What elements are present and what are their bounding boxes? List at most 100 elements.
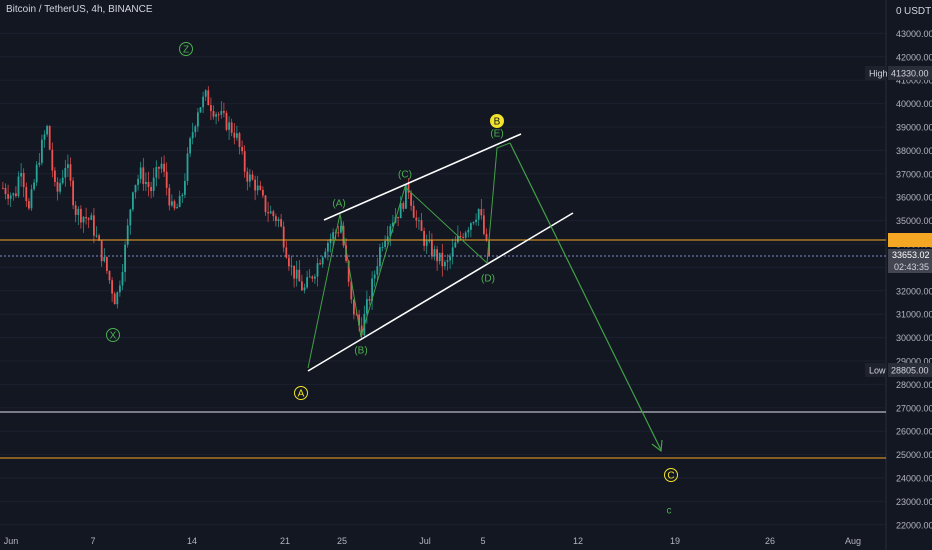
drawings[interactable] bbox=[0, 133, 886, 459]
candle-body bbox=[15, 193, 17, 197]
candle-body bbox=[241, 146, 243, 152]
candle-body bbox=[64, 167, 67, 178]
price-tick-label: 28000.00 bbox=[896, 380, 932, 390]
candle-body bbox=[425, 240, 428, 246]
candle-body bbox=[275, 216, 277, 222]
wave-label-10: c bbox=[667, 506, 672, 517]
candle-body bbox=[48, 126, 51, 150]
candle-body bbox=[262, 189, 264, 196]
candle-body bbox=[384, 240, 386, 247]
candle-body bbox=[210, 105, 212, 112]
price-tick-label: 32000.00 bbox=[896, 286, 932, 296]
candle-body bbox=[184, 180, 186, 195]
candle-body bbox=[259, 185, 262, 190]
candle-body bbox=[319, 263, 321, 265]
candle-body bbox=[290, 265, 293, 267]
candle-body bbox=[272, 211, 275, 217]
candle-body bbox=[56, 181, 59, 192]
time-tick-label: 12 bbox=[573, 536, 583, 546]
candle-body bbox=[28, 201, 30, 209]
candle-body bbox=[155, 166, 158, 178]
candle-body bbox=[321, 257, 324, 265]
candle-body bbox=[207, 90, 210, 106]
candle-body bbox=[54, 170, 56, 182]
wave-label-1: X bbox=[110, 331, 117, 342]
candle-body bbox=[158, 166, 160, 169]
candle-body bbox=[108, 271, 111, 281]
projection-arrow-line[interactable] bbox=[509, 142, 662, 451]
candle-body bbox=[446, 260, 449, 262]
candle-body bbox=[472, 222, 475, 224]
candle-body bbox=[410, 192, 412, 206]
candle-body bbox=[9, 195, 12, 199]
candle-body bbox=[449, 256, 451, 261]
candle-body bbox=[59, 183, 61, 192]
candle-body bbox=[488, 239, 490, 256]
wave-label-4: (B) bbox=[354, 346, 367, 357]
symbol-title[interactable]: Bitcoin / TetherUS, 4h, BINANCE bbox=[6, 4, 153, 15]
candle-body bbox=[371, 278, 373, 301]
high-price-label: High bbox=[869, 69, 888, 79]
candle-body bbox=[74, 205, 77, 215]
candles bbox=[2, 86, 490, 340]
candle-body bbox=[217, 114, 220, 116]
candle-body bbox=[51, 149, 54, 171]
candle-body bbox=[186, 153, 189, 181]
candle-body bbox=[360, 325, 363, 336]
candle-body bbox=[82, 216, 85, 223]
candle-body bbox=[119, 285, 121, 293]
low-price-label: Low bbox=[869, 366, 886, 376]
time-tick-label: 26 bbox=[765, 536, 775, 546]
price-tick-label: 36000.00 bbox=[896, 193, 932, 203]
candle-body bbox=[332, 232, 334, 239]
price-tick-label: 31000.00 bbox=[896, 310, 932, 320]
candle-body bbox=[233, 132, 236, 138]
resistance-level-badge bbox=[888, 233, 932, 247]
candle-body bbox=[340, 225, 342, 233]
wave-label-circle bbox=[490, 114, 504, 128]
candle-body bbox=[150, 186, 152, 191]
price-tick-label: 37000.00 bbox=[896, 169, 932, 179]
wave-label-2: A bbox=[298, 389, 305, 400]
candle-body bbox=[238, 133, 241, 147]
candle-body bbox=[165, 171, 168, 188]
candle-body bbox=[397, 216, 399, 219]
wave-label-8: B bbox=[494, 117, 501, 128]
candle-body bbox=[399, 203, 402, 219]
price-axis[interactable]: 43000.00 42000.00 41000.00 40000.00 39000.00… bbox=[865, 29, 932, 530]
candle-body bbox=[423, 230, 425, 246]
candle-body bbox=[194, 126, 197, 133]
price-tick-label: 30000.00 bbox=[896, 333, 932, 343]
candle-body bbox=[126, 225, 129, 245]
time-axis[interactable]: Jun 7 14 21 25 Jul 5 12 19 26 Aug bbox=[4, 536, 861, 546]
time-tick-label: 5 bbox=[480, 536, 485, 546]
wave-labels: Z X A (A) (B) (C) (D) (E)B Cc bbox=[106, 42, 678, 517]
candle-body bbox=[87, 218, 90, 220]
candle-body bbox=[454, 242, 457, 248]
candle-body bbox=[121, 271, 124, 286]
candle-body bbox=[477, 209, 480, 220]
candle-body bbox=[298, 269, 301, 282]
price-tick-label: 35000.00 bbox=[896, 216, 932, 226]
candle-body bbox=[197, 112, 199, 127]
candle-body bbox=[389, 226, 392, 237]
candle-body bbox=[173, 201, 176, 209]
candle-body bbox=[4, 187, 7, 195]
candle-body bbox=[145, 182, 147, 184]
candle-body bbox=[329, 238, 332, 243]
candle-body bbox=[412, 205, 415, 218]
candle-body bbox=[33, 182, 35, 190]
candle-body bbox=[470, 223, 472, 230]
wave-path-line[interactable] bbox=[307, 142, 511, 369]
candle-body bbox=[163, 163, 165, 172]
candle-body bbox=[303, 287, 306, 291]
wave-label-circle bbox=[179, 42, 193, 56]
candle-body bbox=[103, 256, 106, 262]
channel-upper-line[interactable] bbox=[323, 133, 522, 221]
candle-body bbox=[457, 235, 459, 243]
candle-body bbox=[152, 177, 155, 191]
candle-body bbox=[137, 178, 139, 185]
channel-lower-line[interactable] bbox=[307, 212, 574, 372]
